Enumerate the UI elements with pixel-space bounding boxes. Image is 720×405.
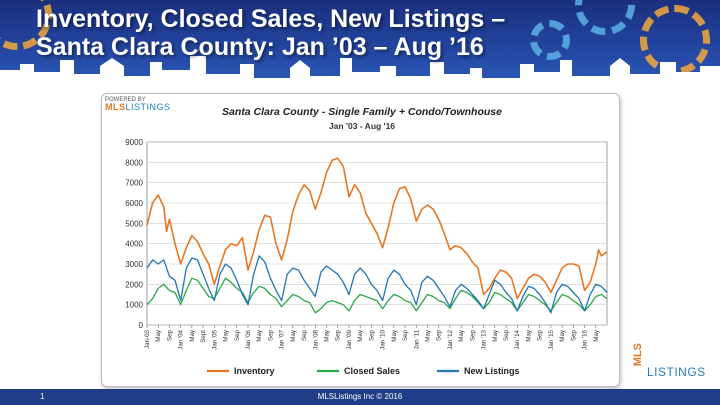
x-tick-label: Sep bbox=[301, 329, 308, 341]
powered-by-logo: POWERED BY MLSLISTINGS bbox=[105, 97, 171, 112]
x-tick-label: Sep bbox=[570, 329, 577, 341]
x-tick-label: Sep bbox=[503, 329, 510, 341]
footer-bar: 1 MLSListings Inc © 2016 bbox=[0, 389, 720, 405]
gear-icon bbox=[575, 0, 635, 35]
x-tick-label: Jan '05 bbox=[211, 329, 218, 349]
x-tick-label: May bbox=[324, 329, 331, 342]
x-tick-label: Sep bbox=[436, 329, 443, 341]
city-skyline bbox=[0, 56, 720, 100]
y-tick-label: 4000 bbox=[125, 240, 143, 249]
powered-by-label: POWERED BY bbox=[105, 97, 146, 103]
slide-title-line-2: Santa Clara County: Jan ’03 – Aug ’16 bbox=[36, 33, 484, 61]
x-tick-label: Sep bbox=[166, 329, 173, 341]
x-tick-label: May bbox=[290, 329, 297, 342]
legend-label: Inventory bbox=[234, 366, 275, 376]
y-tick-label: 9000 bbox=[125, 138, 143, 147]
powered-by-prefix: MLS bbox=[105, 102, 126, 112]
x-tick-label: Sep bbox=[469, 329, 476, 341]
legend-label: New Listings bbox=[464, 366, 520, 376]
x-tick-label: May bbox=[189, 329, 196, 342]
x-tick-label: May bbox=[223, 329, 230, 342]
y-tick-label: 0 bbox=[139, 321, 144, 330]
page-number: 1 bbox=[40, 392, 45, 401]
logo-prefix: MLS bbox=[632, 343, 644, 367]
x-tick-label: Jan-03 bbox=[144, 329, 151, 348]
series-line-new-listings bbox=[146, 255, 608, 314]
header-banner: Inventory, Closed Sales, New Listings – … bbox=[0, 0, 720, 100]
x-tick-label: Jan '12 bbox=[447, 329, 454, 349]
y-tick-label: 1000 bbox=[125, 301, 143, 310]
chart-panel: POWERED BY MLSLISTINGS Santa Clara Count… bbox=[101, 93, 620, 387]
x-tick-label: Sep bbox=[402, 329, 409, 341]
x-tick-label: Jan '11 bbox=[413, 329, 420, 349]
x-tick-label: May bbox=[357, 329, 364, 342]
y-tick-label: 2000 bbox=[125, 280, 143, 289]
x-tick-label: May bbox=[458, 329, 465, 342]
gear-icon bbox=[0, 0, 52, 50]
powered-by-brand: LISTINGS bbox=[125, 102, 171, 112]
x-tick-label: Sept bbox=[200, 330, 207, 343]
x-tick-label: Sep bbox=[537, 329, 544, 341]
x-tick-label: Jan '15 bbox=[548, 329, 555, 349]
chart-title: Santa Clara County - Single Family + Con… bbox=[222, 106, 502, 118]
series-line-inventory bbox=[146, 157, 608, 300]
x-tick-label: May bbox=[424, 329, 431, 342]
slide-title-line-1: Inventory, Closed Sales, New Listings – bbox=[36, 5, 506, 33]
y-tick-label: 6000 bbox=[125, 199, 143, 208]
x-tick-label: Jan '10 bbox=[380, 329, 387, 349]
x-tick-label: May bbox=[256, 329, 263, 342]
gear-icon bbox=[530, 20, 570, 60]
x-tick-label: Jan '14 bbox=[514, 329, 521, 349]
series-line-closed-sales bbox=[146, 277, 608, 314]
x-tick-label: Jan '09 bbox=[346, 329, 353, 349]
x-tick-label: May bbox=[593, 329, 600, 342]
logo-suffix: LISTINGS bbox=[647, 365, 706, 379]
copyright-text: MLSListings Inc © 2016 bbox=[317, 392, 403, 401]
y-tick-label: 8000 bbox=[125, 158, 143, 167]
x-tick-label: Sep bbox=[335, 329, 342, 341]
slide-title: Inventory, Closed Sales, New Listings – … bbox=[36, 5, 505, 61]
legend-label: Closed Sales bbox=[344, 366, 400, 376]
x-tick-label: Jan '08 bbox=[312, 329, 319, 349]
x-tick-label: May bbox=[525, 329, 532, 342]
line-chart: 0 1000 2000 3000 4000 5000 6000 7000 8000 9000 Jan… bbox=[125, 138, 608, 376]
chart-subtitle: Jan '03 - Aug '16 bbox=[328, 121, 396, 131]
mlslistings-logo: MLS LISTINGS bbox=[632, 343, 715, 385]
y-tick-label: 3000 bbox=[125, 260, 143, 269]
y-tick-label: 5000 bbox=[125, 219, 143, 228]
x-tick-label: Jan '06 bbox=[245, 329, 252, 349]
x-tick-label: Jan '07 bbox=[279, 329, 286, 349]
x-tick-label: Jan '16 bbox=[582, 329, 589, 349]
x-tick-label: May bbox=[559, 329, 566, 342]
x-tick-label: Sep bbox=[267, 329, 274, 341]
y-tick-label: 7000 bbox=[125, 179, 143, 188]
x-tick-label: May bbox=[155, 329, 162, 342]
x-tick-label: May bbox=[492, 329, 499, 342]
x-tick-label: Jan '13 bbox=[481, 329, 488, 349]
x-tick-label: Jan '04 bbox=[178, 329, 185, 349]
x-tick-label: Sep bbox=[234, 329, 241, 341]
x-tick-label: Sep bbox=[368, 329, 375, 341]
x-tick-label: May bbox=[391, 329, 398, 342]
